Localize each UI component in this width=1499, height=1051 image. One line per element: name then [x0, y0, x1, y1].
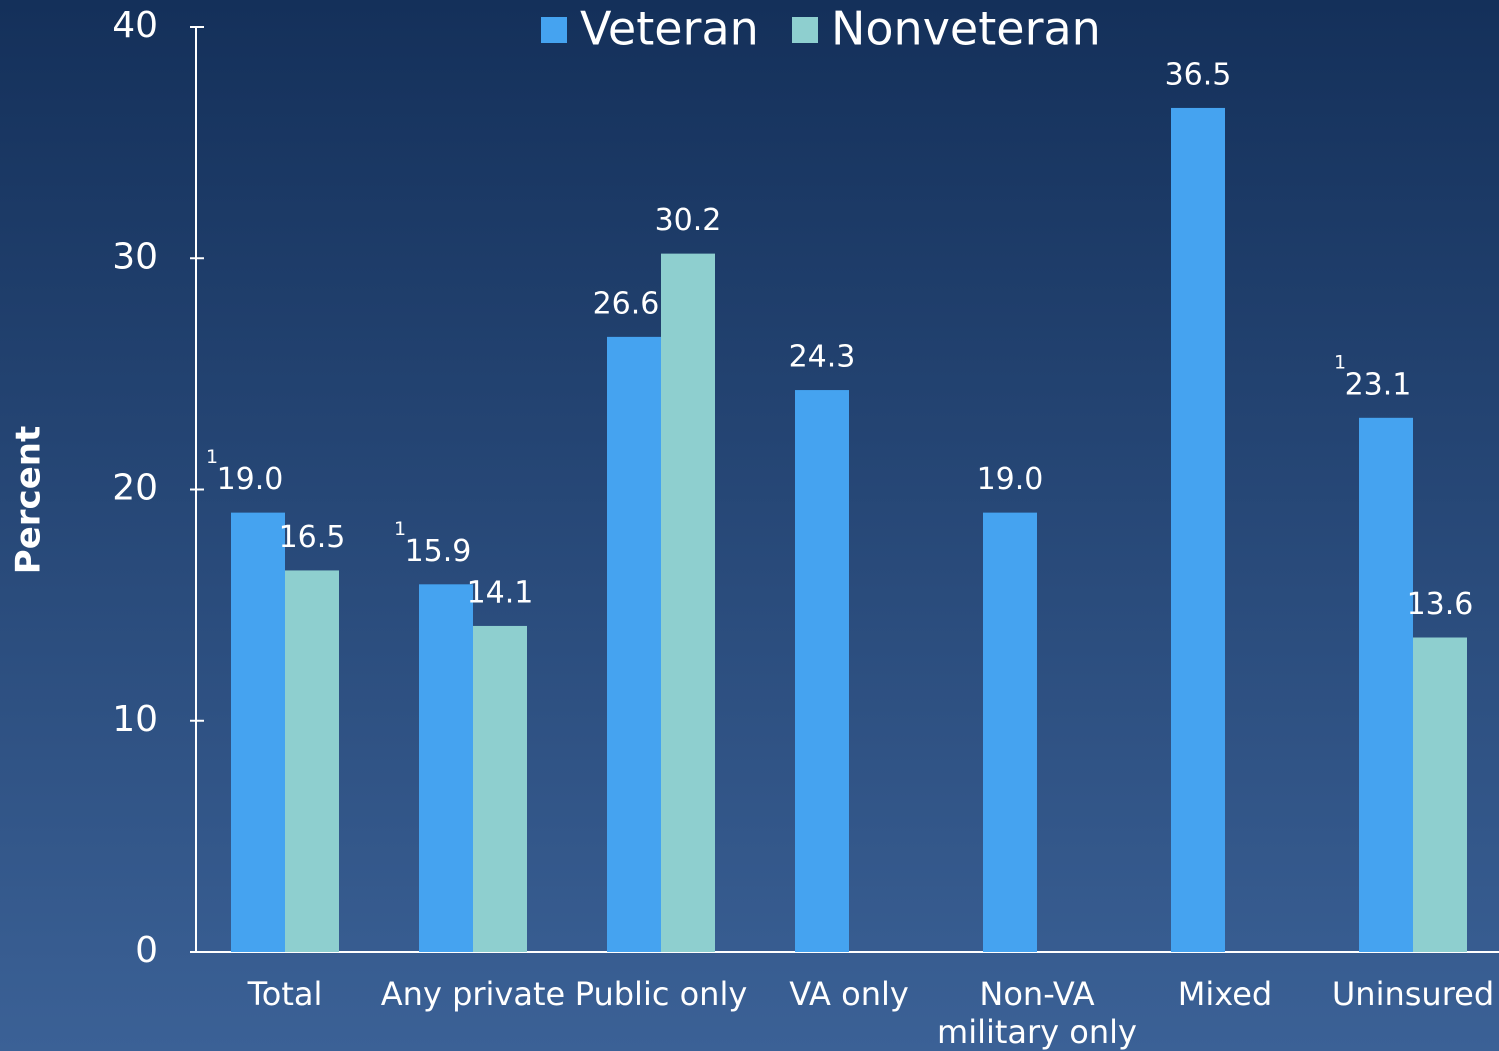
y-tick-label: 0 — [135, 930, 158, 971]
bar — [1413, 637, 1467, 952]
y-tick-label: 20 — [112, 468, 158, 509]
legend-swatch — [792, 17, 818, 43]
x-tick-label: Non-VA military only — [937, 975, 1137, 1051]
x-tick-label: Total — [247, 975, 323, 1013]
value-label: 19.0 — [217, 462, 284, 497]
bar — [231, 512, 285, 952]
x-tick-label: Mixed — [1178, 975, 1272, 1013]
bar — [795, 390, 849, 952]
value-label: 36.5 — [1165, 57, 1232, 92]
value-label: 16.5 — [279, 520, 346, 555]
value-label: 30.2 — [655, 203, 722, 238]
y-tick-label: 10 — [112, 699, 158, 740]
bar — [1359, 417, 1413, 952]
value-label: 23.1 — [1345, 367, 1412, 402]
value-label: 15.9 — [405, 534, 472, 569]
y-tick-label: 30 — [112, 236, 158, 277]
value-label: 19.0 — [977, 462, 1044, 497]
value-label: 14.1 — [467, 575, 534, 610]
x-tick-label: Any private — [381, 975, 565, 1013]
bar — [1171, 107, 1225, 952]
x-tick-label: VA only — [789, 975, 909, 1013]
y-tick-label: 40 — [112, 5, 158, 46]
value-label: 13.6 — [1407, 587, 1474, 622]
x-tick-label: Public only — [575, 975, 748, 1013]
legend-label: Nonveteran — [831, 2, 1101, 56]
bar — [983, 512, 1037, 952]
bar — [607, 336, 661, 952]
x-tick-label: Uninsured — [1332, 975, 1494, 1013]
legend-swatch — [541, 17, 567, 43]
bar — [473, 625, 527, 952]
legend-label: Veteran — [580, 2, 759, 56]
bar — [661, 253, 715, 952]
bar — [419, 584, 473, 952]
footnote-mark: 1 — [206, 446, 218, 468]
footnote-mark: 1 — [1334, 351, 1346, 373]
y-axis-label: Percent — [9, 426, 49, 574]
bar — [285, 570, 339, 952]
footnote-mark: 1 — [394, 518, 406, 540]
value-label: 24.3 — [789, 340, 856, 375]
value-label: 26.6 — [593, 286, 660, 321]
